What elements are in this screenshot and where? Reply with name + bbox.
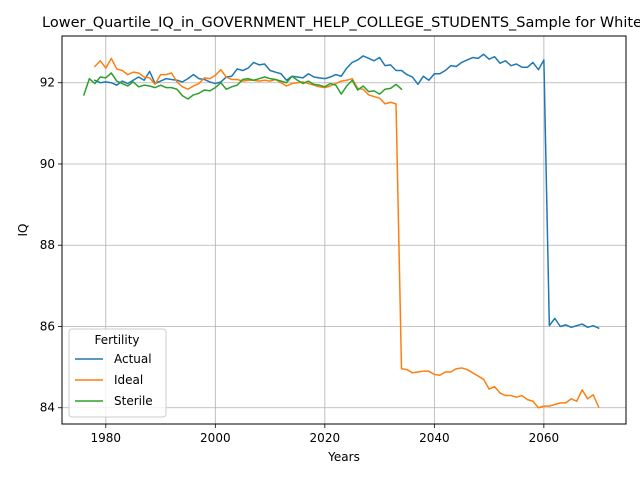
axis-ticks: 1980 2000 2020 2040 2060 84 86 88 90 92 — [40, 76, 559, 445]
series-line-sterile — [82, 72, 403, 100]
chart-title: Lower_Quartile_IQ_in_GOVERNMENT_HELP_COL… — [42, 15, 640, 31]
gridlines — [62, 36, 626, 424]
x-tick-label: 2060 — [529, 431, 560, 445]
y-tick-label: 88 — [40, 238, 55, 252]
legend-label-sterile: Sterile — [114, 394, 153, 408]
series-line-ideal — [93, 57, 600, 409]
y-tick-label: 90 — [40, 157, 55, 171]
x-tick-label: 2040 — [419, 431, 450, 445]
plot-frame — [61, 35, 627, 425]
series-line-actual — [93, 53, 600, 330]
x-tick-label: 1980 — [91, 431, 122, 445]
legend: Fertility Actual Ideal Sterile — [68, 328, 167, 418]
x-axis-label: Years — [327, 450, 360, 464]
legend-items: Actual Ideal Sterile — [75, 352, 153, 408]
y-axis-label: IQ — [16, 224, 30, 237]
x-tick-label: 2020 — [310, 431, 341, 445]
legend-title: Fertility — [94, 333, 139, 347]
y-tick-label: 84 — [40, 401, 55, 415]
legend-label-actual: Actual — [114, 352, 152, 366]
y-tick-label: 92 — [40, 76, 55, 90]
y-tick-label: 86 — [40, 319, 55, 333]
x-tick-label: 2000 — [200, 431, 231, 445]
series-layer — [82, 53, 600, 409]
legend-box — [68, 328, 167, 418]
legend-label-ideal: Ideal — [114, 373, 143, 387]
